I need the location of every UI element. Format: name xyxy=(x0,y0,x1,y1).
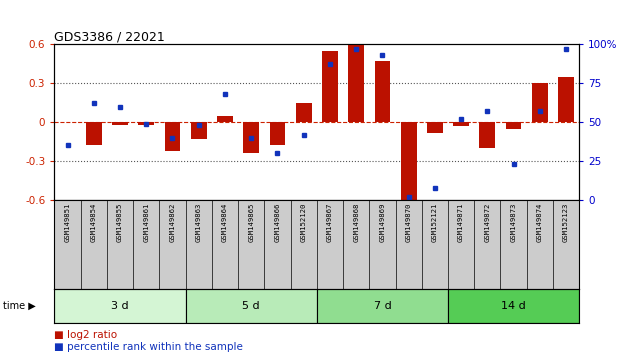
Text: 7 d: 7 d xyxy=(374,301,391,311)
Text: GSM152123: GSM152123 xyxy=(563,202,569,242)
Bar xyxy=(191,122,207,139)
Text: GSM149865: GSM149865 xyxy=(248,202,254,242)
Bar xyxy=(558,77,574,122)
Bar xyxy=(164,122,180,151)
Bar xyxy=(138,122,154,125)
Text: GSM149868: GSM149868 xyxy=(353,202,359,242)
Text: GSM149861: GSM149861 xyxy=(143,202,149,242)
Bar xyxy=(317,289,448,323)
Bar xyxy=(532,83,548,122)
Text: GSM149855: GSM149855 xyxy=(117,202,123,242)
Bar xyxy=(479,122,495,148)
Bar xyxy=(112,122,128,125)
Text: GSM149854: GSM149854 xyxy=(91,202,97,242)
Bar xyxy=(54,289,186,323)
Text: ■ log2 ratio: ■ log2 ratio xyxy=(54,330,118,339)
Bar xyxy=(453,122,469,126)
Bar xyxy=(322,51,338,122)
Bar xyxy=(401,122,417,202)
Bar xyxy=(506,122,522,129)
Bar xyxy=(374,61,390,122)
Text: ■ percentile rank within the sample: ■ percentile rank within the sample xyxy=(54,342,243,352)
Text: time ▶: time ▶ xyxy=(3,301,36,311)
Text: 14 d: 14 d xyxy=(501,301,526,311)
Bar xyxy=(427,122,443,132)
Text: GDS3386 / 22021: GDS3386 / 22021 xyxy=(54,30,165,43)
Text: GSM149851: GSM149851 xyxy=(65,202,70,242)
Bar xyxy=(348,44,364,122)
Text: GSM152121: GSM152121 xyxy=(432,202,438,242)
Text: GSM149864: GSM149864 xyxy=(222,202,228,242)
Text: GSM152120: GSM152120 xyxy=(301,202,307,242)
Bar xyxy=(448,289,579,323)
Text: GSM149873: GSM149873 xyxy=(511,202,516,242)
Text: 3 d: 3 d xyxy=(111,301,129,311)
Text: 5 d: 5 d xyxy=(243,301,260,311)
Bar xyxy=(243,122,259,153)
Text: GSM149863: GSM149863 xyxy=(196,202,202,242)
Text: GSM149870: GSM149870 xyxy=(406,202,412,242)
Text: GSM149867: GSM149867 xyxy=(327,202,333,242)
Text: GSM149862: GSM149862 xyxy=(170,202,175,242)
Text: GSM149874: GSM149874 xyxy=(537,202,543,242)
Bar xyxy=(269,122,285,145)
Bar xyxy=(86,122,102,145)
Bar xyxy=(217,116,233,122)
Text: GSM149866: GSM149866 xyxy=(275,202,280,242)
Bar xyxy=(296,103,312,122)
Text: GSM149872: GSM149872 xyxy=(484,202,490,242)
Bar xyxy=(186,289,317,323)
Text: GSM149871: GSM149871 xyxy=(458,202,464,242)
Text: GSM149869: GSM149869 xyxy=(380,202,385,242)
